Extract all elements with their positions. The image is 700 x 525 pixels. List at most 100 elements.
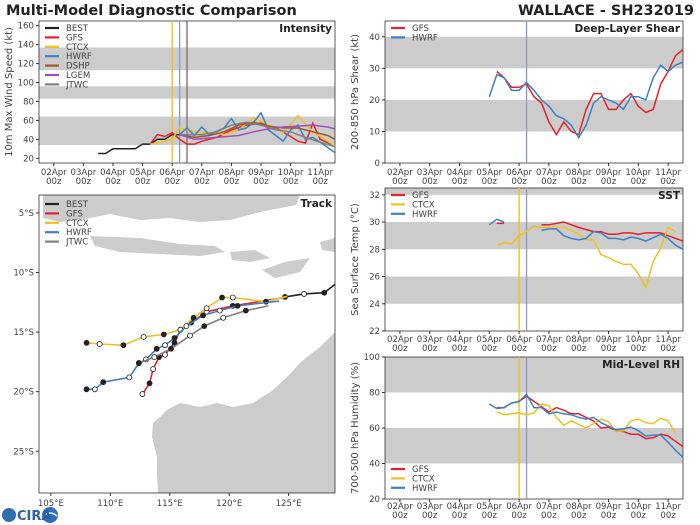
y-tick-label: 30 (369, 64, 380, 74)
track-point-hwrf (183, 323, 190, 330)
x-tick-label-hour: 00z (164, 177, 180, 187)
legend-label: HWRF (412, 33, 438, 43)
legend-label: HWRF (412, 484, 438, 494)
x-tick-label-hour: 00z (631, 344, 647, 354)
x-tick-label-date: 09Apr (596, 168, 622, 178)
legend-label: JTWC (65, 238, 88, 248)
x-tick-label-hour: 00z (452, 177, 468, 187)
track-point-hwrf (162, 342, 168, 349)
track-point-ctcx (83, 339, 90, 346)
legend-label: HWRF (412, 210, 438, 220)
series-line-gfs (149, 121, 336, 147)
track-point-ctcx (140, 333, 147, 340)
track-point-best (321, 289, 328, 296)
x-tick-label-hour: 00z (392, 344, 408, 354)
track-point-ctcx (190, 314, 197, 321)
legend-label: BEST (66, 200, 89, 210)
y-tick-label: 22 (369, 327, 380, 337)
legend-label: CTCX (66, 43, 89, 53)
shaded-band (385, 188, 683, 195)
y-tick-label: 120 (18, 60, 34, 70)
plot-frame (384, 187, 684, 332)
cira-logo-text: CIRA (17, 509, 51, 524)
y-axis-label: 10m Max Wind Speed (kt) (4, 27, 15, 157)
land-polygon (230, 250, 270, 262)
legend-label: GFS (412, 465, 429, 475)
x-tick-label-date: 05Apr (130, 168, 156, 178)
y-tick-label: 100 (18, 79, 34, 89)
series-line-gfs (496, 48, 684, 137)
x-tick-label-date: 05Apr (476, 168, 502, 178)
series-line-ctcx (496, 403, 677, 434)
x-tick-label-date: 02Apr (387, 502, 413, 512)
track-line-best (284, 283, 336, 298)
track-point-ctcx (203, 305, 210, 312)
panel-title: Deep-Layer Shear (574, 23, 680, 35)
shaded-band (385, 428, 683, 464)
shaded-band (385, 36, 683, 69)
track-point-jtwc (187, 332, 193, 339)
track-point-ctcx (219, 294, 225, 301)
x-tick-label-date: 03Apr (70, 168, 96, 178)
series-line-hwrf (488, 218, 684, 250)
legend-label: GFS (66, 209, 83, 219)
lon-tick-label: 105°E (38, 499, 64, 509)
y-tick-label: 140 (18, 41, 34, 51)
x-tick-label-hour: 00z (76, 177, 92, 187)
x-tick-label-hour: 00z (312, 177, 328, 187)
x-tick-label-date: 02Apr (387, 168, 413, 178)
x-tick-label-date: 06Apr (506, 168, 532, 178)
track-point-jtwc (151, 354, 158, 361)
x-tick-label-hour: 00z (194, 177, 210, 187)
x-tick-label-hour: 00z (392, 177, 408, 187)
x-tick-label-hour: 00z (631, 511, 647, 521)
land-polygon (320, 238, 335, 252)
x-tick-label-hour: 00z (631, 177, 647, 187)
x-tick-label-hour: 00z (601, 177, 617, 187)
x-tick-label-date: 03Apr (417, 168, 443, 178)
legend-label: BEST (66, 24, 89, 34)
x-tick-label-date: 08Apr (218, 168, 244, 178)
y-tick-label: 40 (369, 460, 380, 470)
legend-label: CTCX (412, 474, 435, 484)
lon-tick-label: 110°E (97, 499, 123, 509)
x-tick-label-hour: 00z (46, 177, 62, 187)
y-axis-label: 200-850 hPa Shear (kt) (350, 34, 361, 150)
land-masses (43, 195, 335, 493)
y-tick-label: 0 (375, 159, 380, 169)
track-point-ctcx (96, 341, 103, 347)
x-tick-label-hour: 00z (601, 344, 617, 354)
x-tick-label-hour: 00z (601, 511, 617, 521)
x-tick-label-date: 04Apr (100, 168, 126, 178)
y-tick-label: 30 (369, 218, 380, 228)
x-tick-label-date: 03Apr (417, 502, 443, 512)
track-point-jtwc (168, 345, 174, 352)
y-tick-label: 26 (369, 273, 380, 283)
x-tick-label-hour: 00z (571, 511, 587, 521)
x-tick-label-hour: 00z (482, 177, 498, 187)
x-tick-label-date: 11Apr (307, 168, 333, 178)
x-tick-label-date: 07Apr (536, 168, 562, 178)
x-tick-label-date: 06Apr (159, 168, 185, 178)
legend-label: CTCX (412, 200, 435, 210)
legend-label: JTWC (65, 80, 88, 90)
x-tick-label-date: 07Apr (536, 502, 562, 512)
x-tick-label-hour: 00z (253, 177, 269, 187)
lon-tick-label: 115°E (157, 499, 183, 509)
series-line-hwrf (488, 393, 684, 458)
y-tick-label: 60 (369, 424, 380, 434)
x-tick-label-hour: 00z (511, 177, 527, 187)
y-tick-label: 160 (18, 22, 34, 32)
x-tick-label-date: 09Apr (596, 502, 622, 512)
track-line-jtwc (138, 305, 269, 364)
x-tick-label-hour: 00z (482, 511, 498, 521)
track-point-hwrf (234, 302, 241, 309)
lon-tick-label: 120°E (216, 499, 242, 509)
x-tick-label-date: 09Apr (248, 168, 274, 178)
x-tick-label-date: 10Apr (625, 502, 651, 512)
y-tick-label: 28 (369, 245, 380, 255)
x-tick-label-date: 11Apr (655, 168, 681, 178)
track-point-hwrf (100, 379, 107, 386)
track-point-gfs (139, 391, 146, 397)
